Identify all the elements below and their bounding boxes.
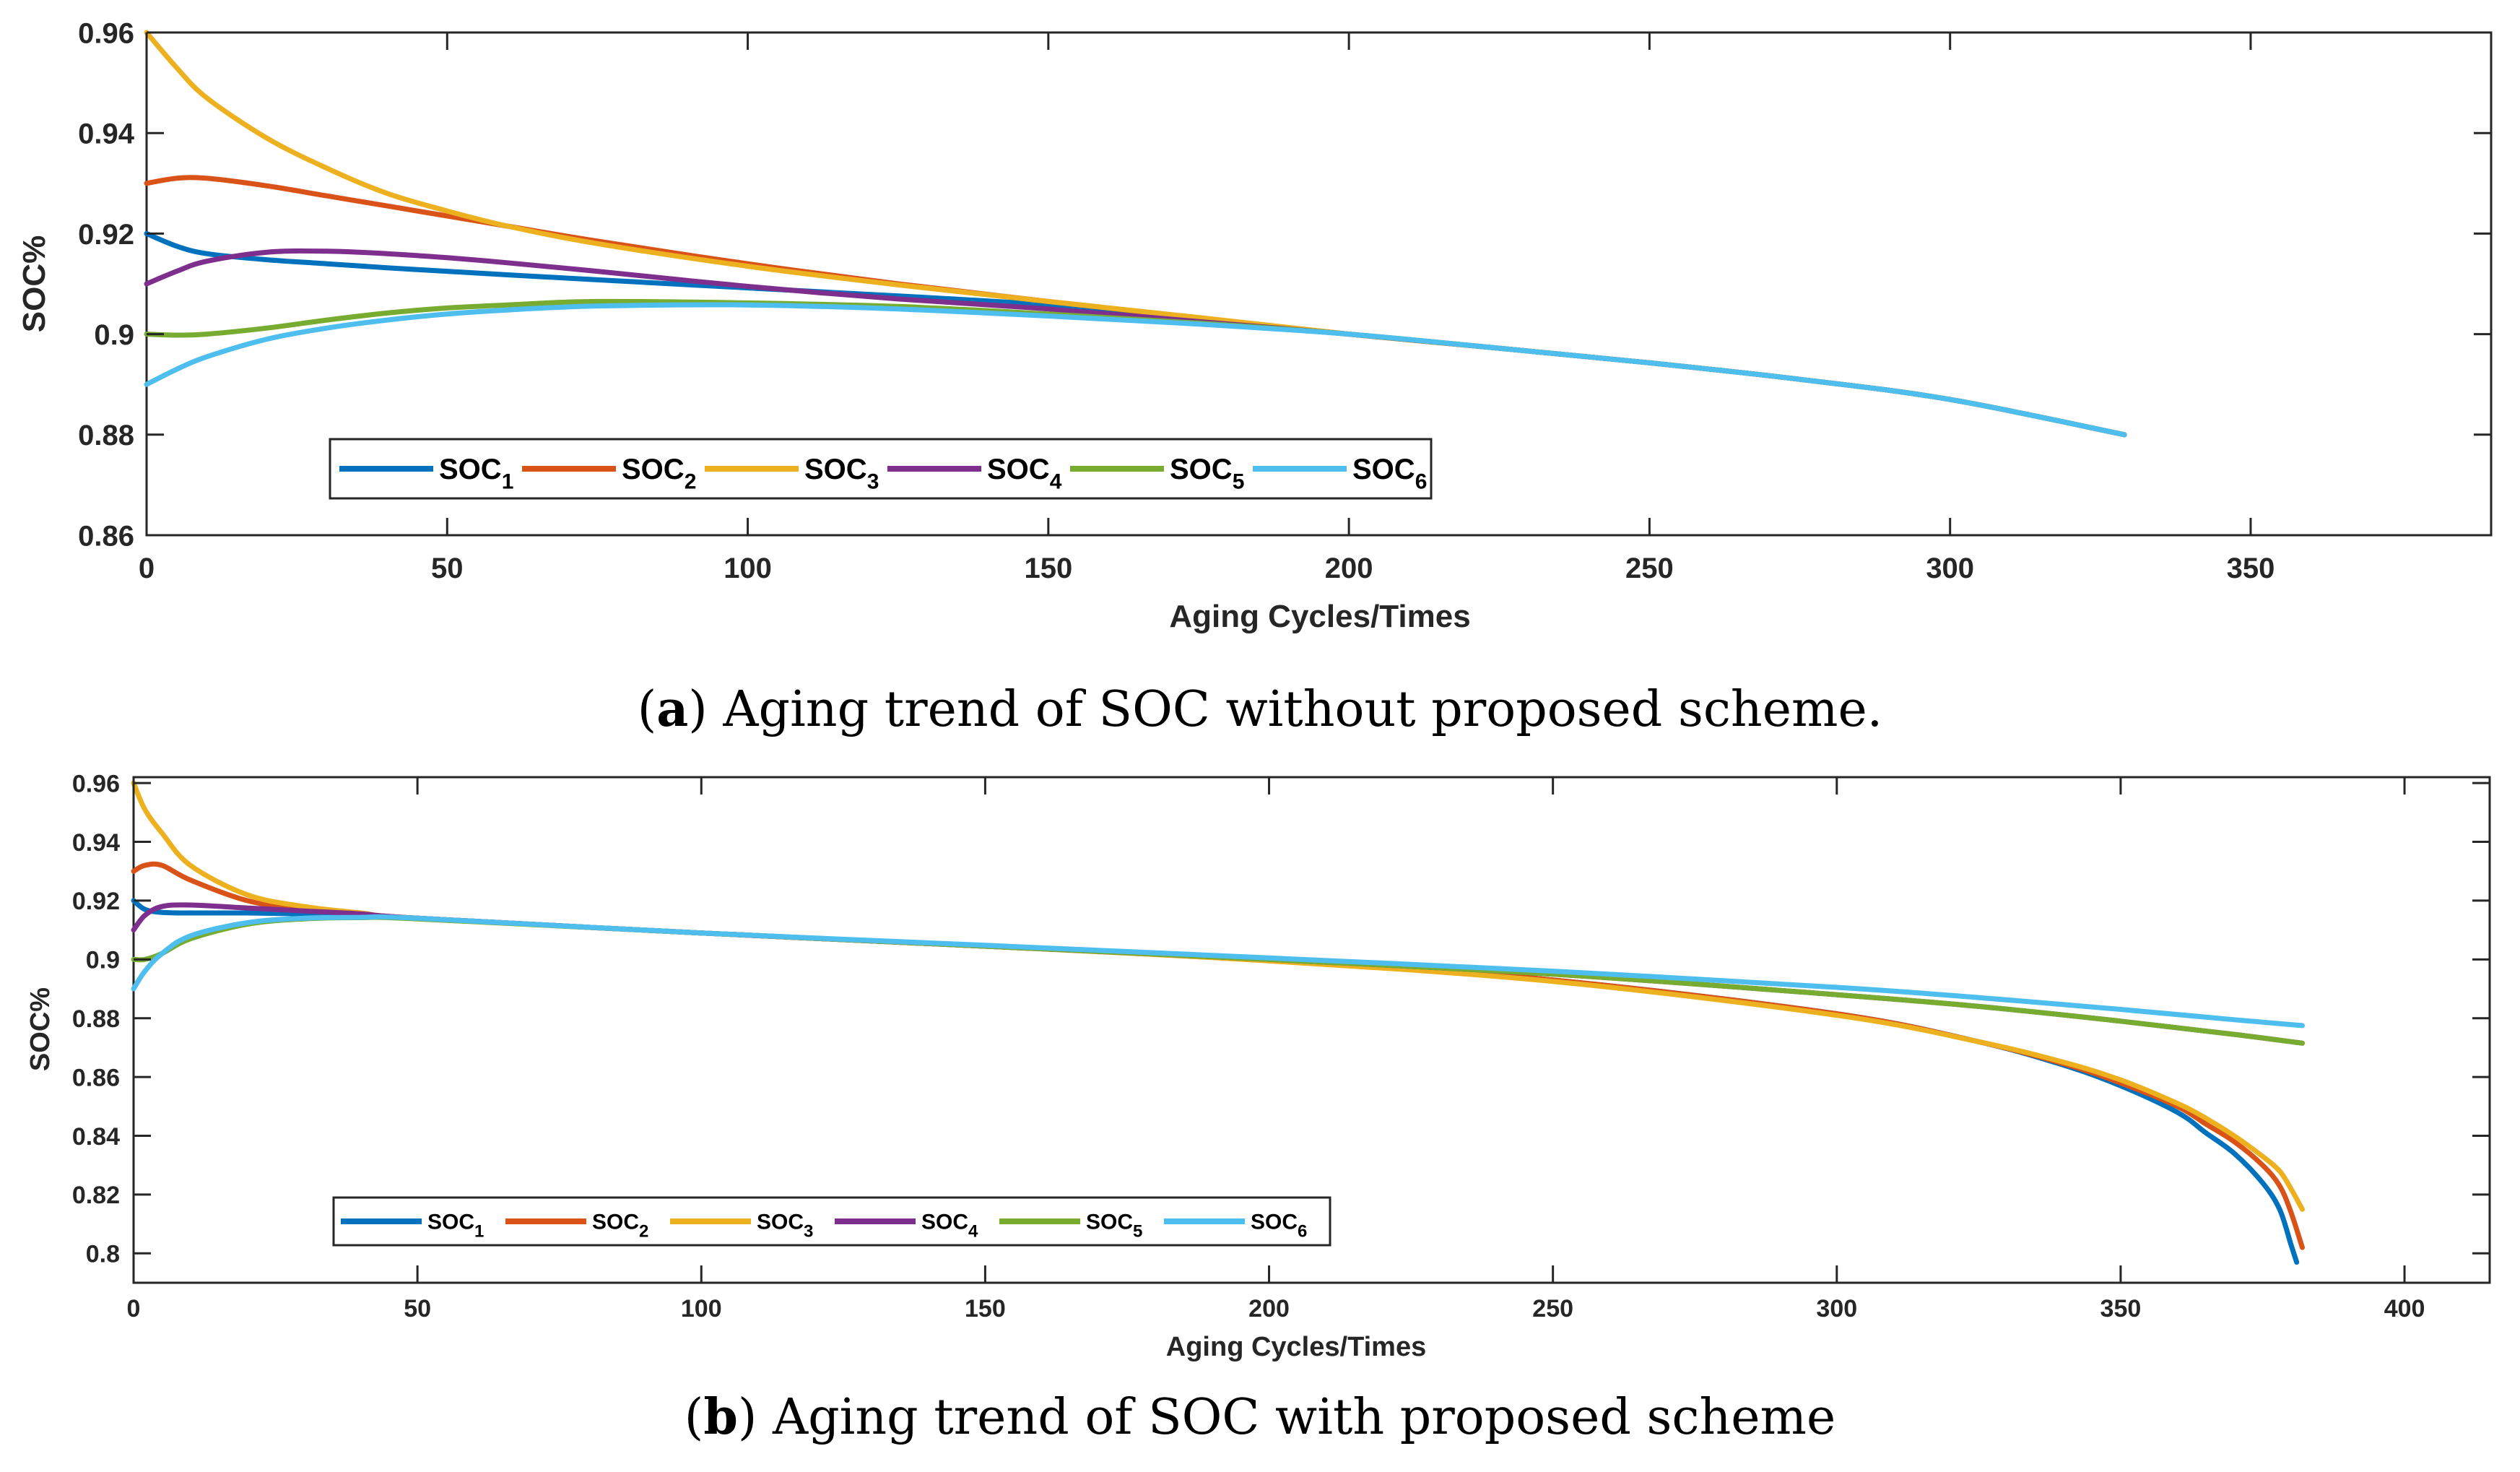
panel-b-x-tick-label: 100 xyxy=(681,1295,722,1322)
panel-a-y-axis-label: SOC% xyxy=(17,235,52,332)
panel-a-x-axis-label: Aging Cycles/Times xyxy=(1169,599,1470,634)
panel-a-legend-label-soc4: SOC4 xyxy=(987,454,1062,494)
panel-b-x-tick-label: 350 xyxy=(2100,1295,2142,1322)
panel-a-legend-label-soc3: SOC3 xyxy=(804,454,879,494)
panel-b-series-group xyxy=(131,780,2305,1265)
panel-b-x-tick-label: 200 xyxy=(1248,1295,1290,1322)
panel-b-x-tick-label: 250 xyxy=(1532,1295,1573,1322)
panel-b-y-axis-label: SOC% xyxy=(25,987,56,1071)
panel-a-x-tick-label: 350 xyxy=(2227,553,2275,584)
panel-b-legend: SOC1 SOC2 SOC3 SOC4 SOC5 SOC6 xyxy=(332,1196,1331,1247)
panel-a-y-tick-label: 0.86 xyxy=(78,520,134,552)
panel-a-x-tick-label: 50 xyxy=(431,553,464,584)
panel-a-x-tick-label: 100 xyxy=(724,553,772,584)
panel-b-y-tick-label: 0.88 xyxy=(72,1005,120,1033)
panel-b-x-tick-label: 300 xyxy=(1816,1295,1857,1322)
panel-b-legend-label-soc6: SOC6 xyxy=(1251,1211,1307,1242)
panel-b-y-tick-label: 0.86 xyxy=(72,1064,120,1091)
panel-a-x-tick-label: 0 xyxy=(139,553,155,584)
panel-b-y-tick-label: 0.8 xyxy=(86,1241,120,1268)
panel-b-x-tick-label: 150 xyxy=(965,1295,1006,1322)
panel-b-y-tick-label: 0.82 xyxy=(72,1182,120,1209)
panel-b-legend-label-soc2: SOC2 xyxy=(592,1211,648,1242)
panel-a-legend-label-soc6: SOC6 xyxy=(1352,454,1427,494)
panel-b-series-soc6-line xyxy=(131,914,2305,1029)
panel-a-y-tick-label: 0.88 xyxy=(78,420,134,451)
panel-b-chart: 0 50 100 150 200 250 300 350 400 0.8 0.82 0.84 0.86 0… xyxy=(25,770,2491,1362)
panel-b-y-tick-label: 0.92 xyxy=(72,888,120,915)
panel-a-series-group xyxy=(144,30,2127,438)
panel-a-y-tick-label: 0.9 xyxy=(94,319,134,351)
panel-a-y-tick-label: 0.92 xyxy=(78,219,134,251)
panel-a-x-tick-label: 250 xyxy=(1625,553,1674,584)
panel-b-x-tick-label: 400 xyxy=(2384,1295,2425,1322)
panel-a-x-tick-label: 200 xyxy=(1325,553,1373,584)
panel-b-y-tick-label: 0.94 xyxy=(72,829,120,857)
panel-b-y-tick-label: 0.84 xyxy=(72,1123,120,1151)
panel-b-legend-label-soc5: SOC5 xyxy=(1086,1211,1142,1242)
panel-b-x-tick-label: 50 xyxy=(404,1295,431,1322)
panel-b-caption: (b) Aging trend of SOC with proposed sch… xyxy=(685,1388,1835,1446)
panel-a-legend-label-soc1: SOC1 xyxy=(439,454,513,494)
panel-a-series-soc6-line xyxy=(144,302,2127,438)
panel-a-caption: (a) Aging trend of SOC without proposed … xyxy=(638,680,1883,738)
panel-b-legend-label-soc4: SOC4 xyxy=(921,1211,978,1242)
panel-a-legend: SOC1 SOC2 SOC3 SOC4 SOC5 SOC6 xyxy=(329,438,1433,500)
panel-b-x-tick-label: 0 xyxy=(127,1295,141,1322)
panel-b-series-soc3-line xyxy=(131,780,2305,1212)
panel-a-x-tick-label: 300 xyxy=(1926,553,1974,584)
panel-a-chart: 0 50 100 150 200 250 300 350 0.86 0.88 0.9 0.92 0.94… xyxy=(17,17,2493,634)
panel-a-legend-label-soc5: SOC5 xyxy=(1170,454,1244,494)
panel-a-y-tick-label: 0.96 xyxy=(78,17,134,49)
panel-b-legend-label-soc3: SOC3 xyxy=(757,1211,813,1242)
panel-a-legend-label-soc2: SOC2 xyxy=(622,454,696,494)
panel-b-y-tick-label: 0.96 xyxy=(72,770,120,797)
panel-a-legend-box xyxy=(329,438,1433,500)
panel-b-caption-letter: b xyxy=(703,1388,738,1446)
panel-a-x-tick-label: 150 xyxy=(1024,553,1072,584)
panel-b-x-axis-label: Aging Cycles/Times xyxy=(1166,1332,1426,1362)
panel-a-y-tick-label: 0.94 xyxy=(78,118,135,150)
panel-a-caption-letter: a xyxy=(656,680,688,738)
panel-b-legend-label-soc1: SOC1 xyxy=(427,1211,484,1242)
panel-b-y-tick-label: 0.9 xyxy=(86,947,120,974)
